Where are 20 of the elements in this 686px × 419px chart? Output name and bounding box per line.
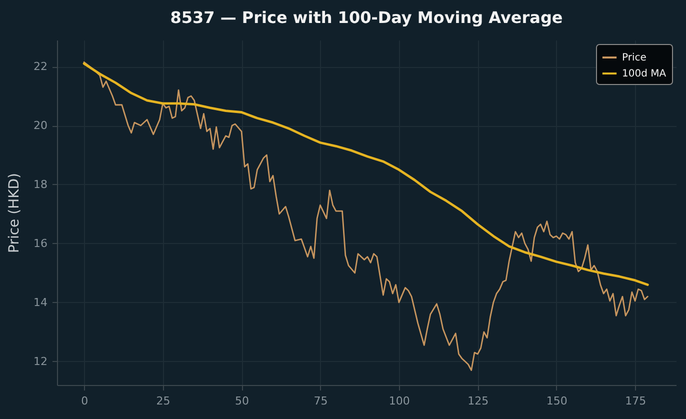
- x-tick-label: 100: [388, 394, 410, 408]
- line-series: [82, 62, 649, 286]
- legend-label: Price: [622, 52, 646, 64]
- x-tick-label: 50: [235, 394, 250, 408]
- y-tick-label: 18: [34, 178, 48, 191]
- x-tick-label: 150: [546, 394, 568, 408]
- y-tick-label: 16: [34, 236, 48, 250]
- y-tick-label: 14: [34, 296, 48, 309]
- y-tick-label: 20: [34, 119, 48, 132]
- y-tick-label: 12: [34, 354, 48, 368]
- y-axis-title: Price (HKD): [6, 172, 23, 254]
- x-tick-label: 75: [314, 394, 328, 408]
- x-tick-label: 125: [468, 394, 489, 408]
- chart-title: 8537 — Price with 100-Day Moving Average: [170, 8, 563, 27]
- legend-label: 100d MA: [622, 68, 666, 80]
- x-tick-label: 0: [81, 394, 88, 408]
- y-tick-label: 22: [34, 60, 48, 74]
- x-tick-label: 25: [156, 394, 170, 408]
- x-tick-label: 175: [625, 394, 646, 408]
- line-series: [83, 61, 648, 371]
